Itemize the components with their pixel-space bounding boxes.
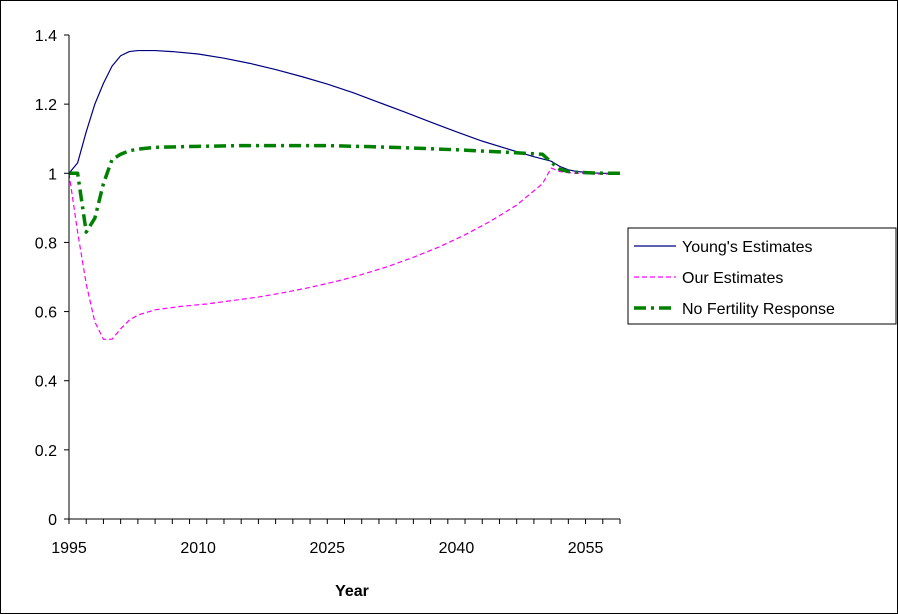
x-tick-label: 1995 — [51, 540, 87, 557]
y-tick-label: 0.6 — [35, 305, 57, 322]
x-tick-label: 2025 — [309, 540, 345, 557]
plot-area — [68, 49, 620, 340]
y-tick-label: 0.4 — [35, 374, 57, 391]
series-line-1 — [68, 49, 620, 174]
legend-label-1: Young's Estimates — [682, 239, 813, 256]
y-tick-label: 0 — [48, 512, 57, 529]
x-axis-title: Year — [335, 583, 369, 600]
series-line-2 — [68, 167, 620, 340]
y-tick-label: 0.2 — [35, 443, 57, 460]
y-tick-label: 1.4 — [35, 28, 57, 45]
legend-label-2: Our Estimates — [682, 270, 783, 287]
legend: Young's Estimates Our Estimates No Fertili… — [627, 227, 897, 325]
y-tick-label: 1 — [48, 166, 57, 183]
y-tick-label: 0.8 — [35, 235, 57, 252]
y-tick-label: 1.2 — [35, 97, 57, 114]
legend-box — [627, 227, 897, 325]
series-line-3 — [69, 143, 620, 234]
x-tick-label: 2010 — [180, 540, 216, 557]
x-tick-label: 2055 — [568, 540, 604, 557]
x-tick-label: 2040 — [439, 540, 475, 557]
legend-label-3: No Fertility Response — [682, 301, 835, 318]
axes: 0 0.2 0.4 0.6 0.8 1 1.2 1.4 1995 2010 2025 2040 2055 — [35, 28, 621, 557]
